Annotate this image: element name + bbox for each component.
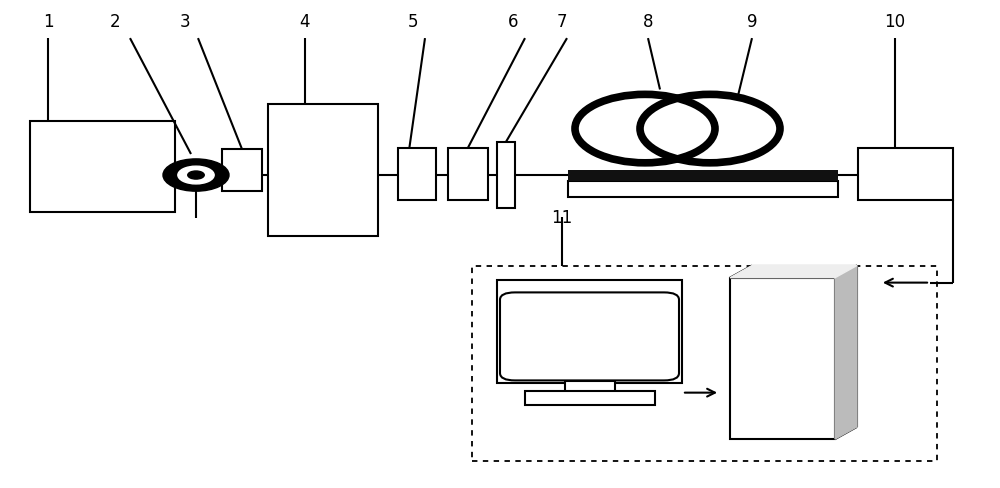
Text: 6: 6 bbox=[508, 13, 518, 31]
Bar bbox=[568, 171, 838, 182]
Text: 4: 4 bbox=[300, 13, 310, 31]
Bar bbox=[472, 266, 937, 461]
Bar bbox=[730, 278, 835, 439]
Text: 5: 5 bbox=[408, 13, 418, 31]
Bar bbox=[497, 281, 682, 383]
Text: 3: 3 bbox=[180, 13, 190, 31]
Text: 10: 10 bbox=[884, 13, 906, 31]
Bar bbox=[398, 148, 436, 201]
Circle shape bbox=[163, 160, 229, 192]
Polygon shape bbox=[730, 266, 857, 278]
Bar bbox=[268, 105, 378, 237]
FancyBboxPatch shape bbox=[500, 293, 679, 381]
Text: 9: 9 bbox=[747, 13, 757, 31]
Bar bbox=[524, 391, 654, 405]
Bar bbox=[30, 122, 175, 212]
Bar bbox=[858, 148, 953, 201]
Text: 1: 1 bbox=[43, 13, 53, 31]
Text: 8: 8 bbox=[643, 13, 653, 31]
Circle shape bbox=[575, 95, 715, 163]
Circle shape bbox=[640, 95, 780, 163]
Circle shape bbox=[178, 167, 214, 184]
Bar bbox=[497, 142, 515, 208]
Polygon shape bbox=[835, 266, 857, 439]
Circle shape bbox=[188, 172, 204, 180]
Bar bbox=[564, 382, 614, 394]
Bar bbox=[568, 182, 838, 197]
Bar bbox=[448, 148, 488, 201]
Text: 7: 7 bbox=[557, 13, 567, 31]
Bar bbox=[222, 150, 262, 191]
Text: 2: 2 bbox=[110, 13, 120, 31]
Text: 11: 11 bbox=[551, 208, 573, 226]
